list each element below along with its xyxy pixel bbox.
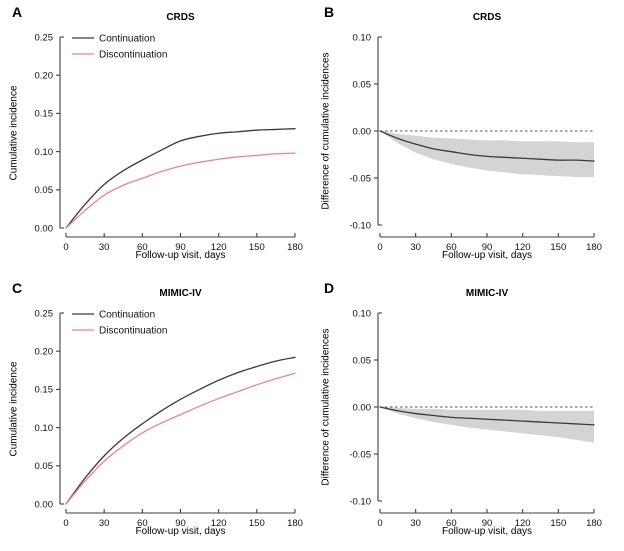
y-tick-label: 0.10 xyxy=(35,147,54,158)
x-tick-label: 0 xyxy=(63,242,68,253)
x-tick-label: 60 xyxy=(137,518,148,529)
x-tick-label: 180 xyxy=(287,242,303,253)
y-tick-label: 0.00 xyxy=(35,223,54,234)
y-tick-label: 0.10 xyxy=(353,308,372,319)
x-tick-label: 0 xyxy=(377,242,382,253)
x-tick-label: 60 xyxy=(446,518,457,529)
x-tick-label: 120 xyxy=(211,242,227,253)
panel-d: D MIMIC-IV Difference of cumulative inci… xyxy=(312,276,624,551)
series-line-continuation xyxy=(65,128,296,229)
panel-d-title: MIMIC-IV xyxy=(465,288,509,299)
legend-label-continuation: Continuation xyxy=(99,310,155,321)
panel-b-plot: -0.10 -0.05 0.00 0.05 0.10 0 30 60 90 120 150 180 xyxy=(349,32,602,253)
y-tick-label: 0.25 xyxy=(35,308,54,319)
x-tick-label: 120 xyxy=(515,242,531,253)
x-tick-label: 60 xyxy=(446,242,457,253)
y-tick-label: 0.05 xyxy=(353,79,372,90)
x-tick-label: 150 xyxy=(249,518,265,529)
x-tick-label: 120 xyxy=(515,518,531,529)
y-tick-label: -0.10 xyxy=(349,496,371,507)
panel-letter-c: C xyxy=(12,280,23,296)
panel-b-x-axis-label: Follow-up visit, days xyxy=(441,250,533,261)
series-line-difference xyxy=(379,130,595,162)
y-tick-label: 0.05 xyxy=(35,185,54,196)
x-tick-label: 180 xyxy=(586,518,602,529)
series-line-continuation xyxy=(65,356,296,505)
y-tick-label: 0.05 xyxy=(353,355,372,366)
y-tick-label: 0.15 xyxy=(35,385,54,396)
y-tick-label: 0.10 xyxy=(35,423,54,434)
panel-d-plot: -0.10 -0.05 0.00 0.05 0.10 0 30 60 90 120 150 180 xyxy=(349,308,602,529)
x-tick-label: 90 xyxy=(482,518,493,529)
panel-c: C MIMIC-IV Cumulative incidence 0.00 0.05… xyxy=(0,276,312,551)
x-tick-label: 0 xyxy=(377,518,382,529)
panel-a: A CRDS Cumulative incidence 0.00 0.05 0.10… xyxy=(0,0,312,276)
panel-letter-a: A xyxy=(12,4,23,20)
legend-label-discontinuation: Discontinuation xyxy=(99,50,167,61)
y-tick-label: 0.25 xyxy=(35,32,54,43)
series-line-discontinuation xyxy=(65,372,296,505)
x-tick-label: 150 xyxy=(550,518,566,529)
x-tick-label: 30 xyxy=(410,518,421,529)
y-tick-label: 0.15 xyxy=(35,109,54,120)
y-tick-label: 0.00 xyxy=(353,126,372,137)
x-tick-label: 150 xyxy=(550,242,566,253)
panel-b: B CRDS Difference of cumulative incidenc… xyxy=(312,0,624,276)
x-tick-label: 30 xyxy=(99,242,110,253)
panel-c-title: MIMIC-IV xyxy=(159,288,202,299)
legend-label-discontinuation: Discontinuation xyxy=(99,326,167,337)
y-tick-label: -0.05 xyxy=(349,449,371,460)
x-tick-label: 150 xyxy=(249,242,265,253)
panel-letter-d: D xyxy=(324,280,335,296)
x-tick-label: 90 xyxy=(175,518,186,529)
y-tick-label: 0.20 xyxy=(35,71,54,82)
panel-c-x-axis-label: Follow-up visit, days xyxy=(135,526,226,537)
panel-a-plot: 0.00 0.05 0.10 0.15 0.20 0.25 0 30 60 90 120 150 180… xyxy=(35,32,303,253)
y-tick-label: 0.00 xyxy=(353,402,372,413)
x-tick-label: 30 xyxy=(410,242,421,253)
panel-letter-b: B xyxy=(324,4,335,20)
confidence-band xyxy=(380,131,594,178)
panel-a-title: CRDS xyxy=(166,12,195,23)
panel-b-title: CRDS xyxy=(472,12,502,23)
y-tick-label: -0.10 xyxy=(349,220,371,231)
series-line-difference xyxy=(379,406,595,426)
y-tick-label: 0.10 xyxy=(353,32,372,43)
y-tick-label: 0.00 xyxy=(35,499,54,510)
y-tick-label: 0.20 xyxy=(35,347,54,358)
panel-d-x-axis-label: Follow-up visit, days xyxy=(441,526,533,537)
y-tick-label: -0.05 xyxy=(349,173,371,184)
x-tick-label: 0 xyxy=(63,518,68,529)
series-line-discontinuation xyxy=(65,152,296,229)
panel-a-x-axis-label: Follow-up visit, days xyxy=(135,250,226,261)
x-tick-label: 90 xyxy=(175,242,186,253)
x-tick-label: 90 xyxy=(482,242,493,253)
x-tick-label: 120 xyxy=(211,518,227,529)
x-tick-label: 180 xyxy=(287,518,303,529)
y-tick-label: 0.05 xyxy=(35,461,54,472)
panel-c-plot: 0.00 0.05 0.10 0.15 0.20 0.25 0 30 60 90 120 150 180… xyxy=(35,308,303,529)
x-tick-label: 30 xyxy=(99,518,110,529)
x-tick-label: 180 xyxy=(586,242,602,253)
legend-label-continuation: Continuation xyxy=(99,34,155,45)
x-tick-label: 60 xyxy=(137,242,148,253)
confidence-band xyxy=(380,407,594,443)
